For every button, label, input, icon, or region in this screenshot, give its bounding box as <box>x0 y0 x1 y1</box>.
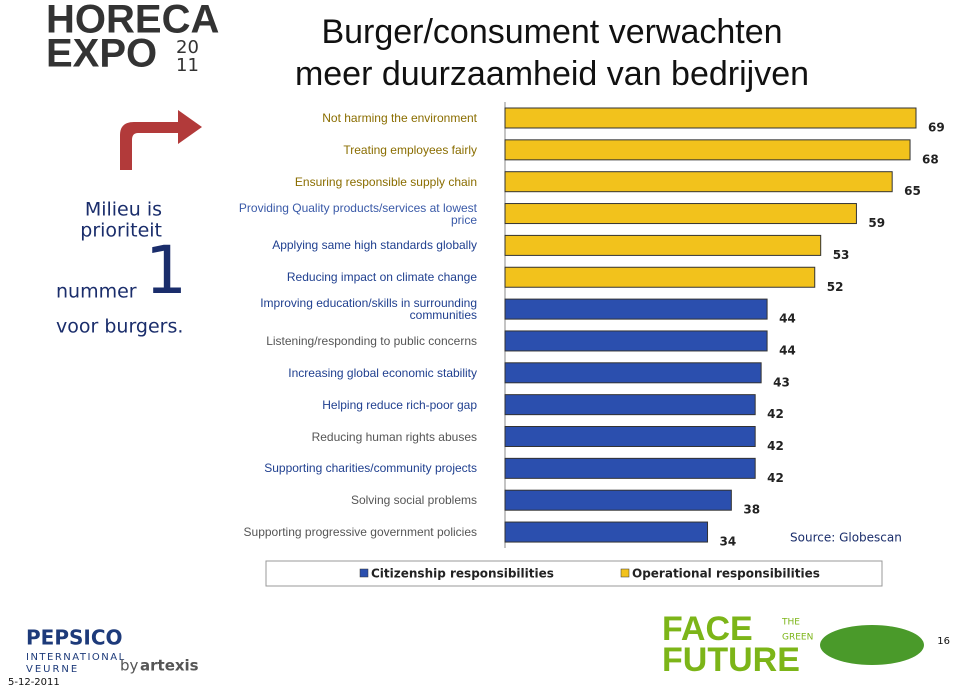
logo-veurne: VEURNE <box>26 664 79 675</box>
logo-horeca: HORECA <box>46 0 219 42</box>
logo-expo: EXPO <box>46 32 157 76</box>
side-text: Milieu is <box>85 199 162 221</box>
bar <box>504 298 768 320</box>
category-label: Helping reduce rich-poor gap <box>322 397 477 412</box>
value-label: 44 <box>779 312 796 326</box>
legend-swatch <box>620 568 630 578</box>
bar <box>504 521 709 543</box>
value-label: 69 <box>928 121 945 135</box>
source: Source: Globescan <box>790 531 902 545</box>
side-number: 1 <box>145 232 187 309</box>
side-text: nummer <box>56 281 137 303</box>
bar <box>504 362 762 384</box>
bar <box>504 234 822 256</box>
title: Burger/consument verwachten <box>321 13 782 51</box>
category-label: Improving education/skills in surroundin… <box>260 296 477 323</box>
title: meer duurzaamheid van bedrijven <box>295 55 809 93</box>
bar <box>504 330 768 352</box>
logo-by: by <box>120 657 139 675</box>
category-label: Applying same high standards globally <box>272 238 477 253</box>
logo-face: FACE <box>662 610 753 648</box>
category-label: Treating employees fairly <box>343 142 477 157</box>
logo-green: GREEN <box>782 633 813 643</box>
value-label: 52 <box>827 280 844 294</box>
category-label: Solving social problems <box>350 493 477 508</box>
lips-image <box>820 625 924 665</box>
side-text: voor burgers. <box>56 316 183 338</box>
footer-band <box>0 595 959 686</box>
logo-year: 11 <box>176 55 199 76</box>
value-label: 68 <box>922 152 939 166</box>
legend-label: Operational responsibilities <box>632 567 820 581</box>
bar <box>504 107 917 129</box>
side-text: prioriteit <box>80 220 162 242</box>
value-label: 42 <box>767 439 784 453</box>
category-label: Listening/responding to public concerns <box>266 333 477 348</box>
bar <box>504 171 893 193</box>
logo-artexis: artexis <box>140 657 199 675</box>
category-label: Not harming the environment <box>322 111 477 125</box>
value-label: 42 <box>767 471 784 485</box>
bar <box>504 203 857 225</box>
value-label: 44 <box>779 343 796 357</box>
bar <box>504 266 816 288</box>
category-label: Supporting charities/community projects <box>264 461 477 476</box>
date: 5-12-2011 <box>8 677 60 686</box>
legend-swatch <box>359 568 369 578</box>
category-label: Reducing human rights abuses <box>311 429 477 444</box>
bar <box>504 426 756 447</box>
category-label: Supporting progressive government polici… <box>243 525 477 540</box>
logo-international: INTERNATIONAL <box>26 652 126 663</box>
value-label: 34 <box>720 535 737 549</box>
logo-the: THE <box>781 618 800 628</box>
value-label: 42 <box>767 407 784 421</box>
bar <box>504 457 756 479</box>
bar <box>504 139 911 161</box>
page-number: 16 <box>937 636 950 647</box>
value-label: 53 <box>833 248 850 262</box>
category-label: Increasing global economic stability <box>288 365 477 380</box>
value-label: 59 <box>868 216 885 230</box>
logo-pepsico: PEPSICO <box>26 626 123 650</box>
legend-label: Citizenship responsibilities <box>371 567 554 581</box>
value-label: 38 <box>743 503 760 517</box>
legend-box <box>265 560 883 587</box>
category-label: Providing Quality products/services at l… <box>238 200 477 227</box>
logo-future: FUTURE <box>662 641 800 679</box>
value-label: 65 <box>904 184 921 198</box>
bar <box>504 394 756 416</box>
value-label: 43 <box>773 375 790 389</box>
category-label: Ensuring responsible supply chain <box>294 174 477 189</box>
category-label: Reducing impact on climate change <box>286 270 477 285</box>
bar <box>504 489 732 511</box>
logo-year: 20 <box>176 37 199 58</box>
arrow <box>120 110 202 170</box>
